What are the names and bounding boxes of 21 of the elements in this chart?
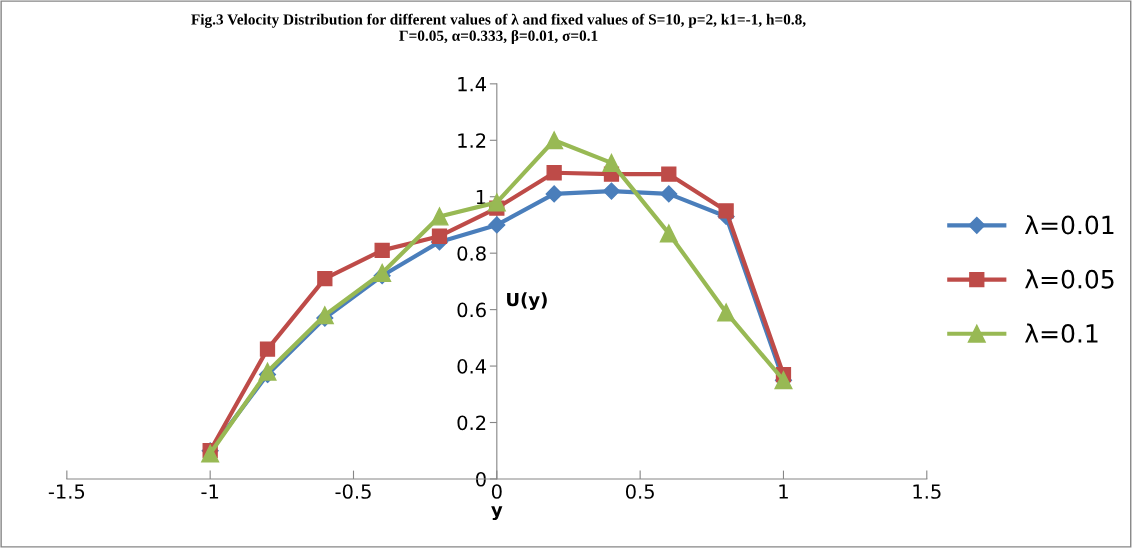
y-tick-label: 1 — [476, 189, 486, 205]
y-tick-label: 0.2 — [457, 415, 486, 431]
legend-label: λ=0.1 — [1025, 323, 1098, 343]
y-tick-label: 0.8 — [457, 246, 486, 261]
x-tick-label: -0.5 — [335, 484, 371, 499]
x-tick-label: 1 — [779, 484, 788, 499]
x-tick-label: -1.5 — [48, 484, 85, 499]
x-tick-label: 0.5 — [625, 484, 654, 499]
y-tick-label: 1.2 — [458, 133, 486, 148]
y-tick-label: 0.6 — [457, 302, 486, 318]
x-tick-label: 1.5 — [913, 484, 941, 499]
chart-title: Fig.3 Velocity Distribution for different values of λ and fixed values of S=10, p=2, k1=-1, h=0.8, Γ=0.05, α=0.333, β=0.01, σ=0.1 — [191, 13, 806, 44]
y-axis-title: U(y) — [507, 292, 547, 310]
y-tick-label: 0.4 — [457, 359, 487, 374]
x-axis-title: y — [491, 506, 503, 521]
legend-label: λ=0.05 — [1025, 269, 1114, 289]
legend-label: λ=0.01 — [1025, 215, 1114, 235]
x-tick-label: 0 — [491, 484, 502, 499]
x-tick-label: -1 — [201, 484, 219, 499]
y-tick-label: 1.4 — [458, 77, 487, 92]
y-tick-label: 0 — [476, 471, 486, 487]
